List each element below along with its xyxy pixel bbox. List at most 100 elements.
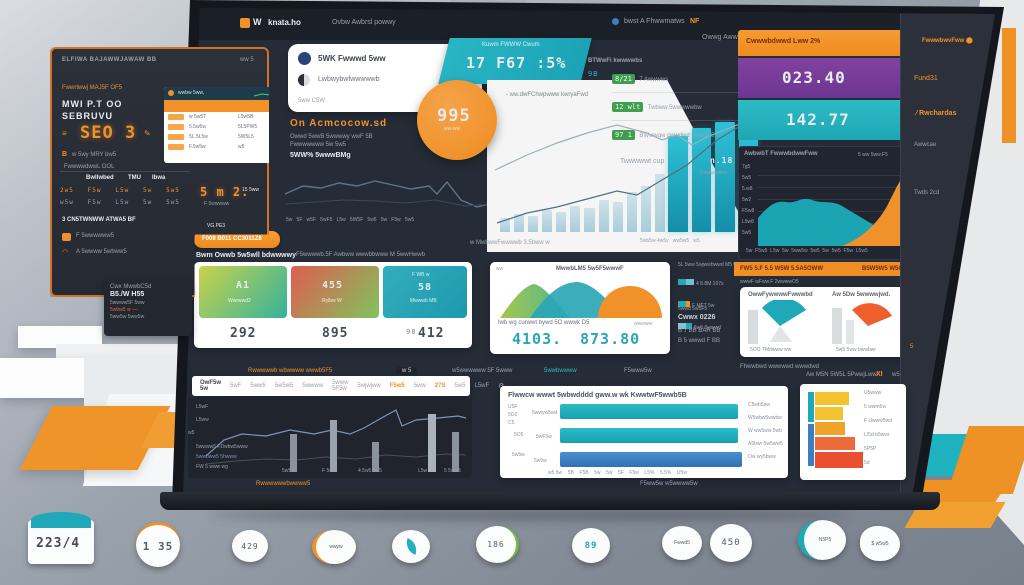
hbars-right-label: W ww5ww 5wb (748, 428, 782, 434)
hbar-label-3: 5w5w (534, 458, 547, 464)
stat-chip[interactable]: 89 (572, 528, 610, 563)
person-icon: ◠ (62, 249, 69, 256)
hbars-right-label: W5wbw5wwbw (748, 415, 782, 421)
funnel-label: 5 wwm5w (864, 404, 886, 410)
kpi-tile-1[interactable] (199, 266, 287, 318)
sidebar-item-4[interactable]: Twds 2cd (914, 190, 940, 196)
toolbar-item[interactable]: 5w5w5 (274, 383, 294, 389)
legend-row-2: B 5 wwwd F BB (678, 338, 721, 344)
right-bottom-left: Fhwwbwd wwwwwd wwwdwd (740, 364, 820, 370)
summary-sub-2: Fwwwwwww 5w 5w5 (290, 142, 347, 148)
topbar-menu[interactable]: Ovbw Awbrsl powwy (332, 19, 396, 26)
orange-strip-left: FW5 5.F 5.5 W5W 5.5A5OWW (740, 266, 824, 272)
kpi-2-bottom: 895 (322, 326, 349, 341)
strip-pill[interactable]: w 5 (396, 367, 418, 375)
purple-band (738, 58, 910, 98)
dark-chart-bar (330, 420, 337, 472)
panel-digits-caption: 15 5ww (242, 187, 259, 193)
menu-icon[interactable]: ≡ (62, 129, 67, 138)
stat-chip[interactable]: 450 (710, 524, 752, 562)
toolbar-item[interactable]: OwF5w 5w (200, 380, 222, 392)
strip-right: F5www5w (624, 368, 652, 374)
mini-header-band (164, 100, 269, 112)
chip-card-arc (31, 512, 91, 528)
chip-value: wwyw (329, 544, 343, 550)
chip-card[interactable]: 223/4 (28, 512, 94, 564)
stat-chip[interactable]: Fwwd5 (662, 526, 702, 560)
mini-sparkline (254, 91, 269, 97)
kpi-tile-2[interactable] (291, 266, 379, 318)
dark-chart-y3: w5 (188, 430, 195, 436)
mini-cell (168, 124, 184, 130)
stat-chip[interactable]: wwyw (312, 530, 356, 564)
panel-digits: 5 m 2. (200, 185, 250, 199)
right-chart-legend: 5 ww 5ww.F5 (858, 152, 888, 158)
dark-chart-n5: 5 5ww5 (444, 468, 461, 474)
funnel-label: L/5d b5wwr (864, 432, 890, 438)
dark-chart-n2: F 5w5 (322, 468, 336, 474)
wedge-note: - ww.dwFChwpwww kwryaFwd (506, 92, 589, 98)
sidebar-item-funds[interactable]: Fund31 (914, 75, 938, 82)
right-chart-y-labels: 7g5 5w5 5.w8 5w2 F5w8 L5w8 5w5 (742, 164, 755, 236)
topbar-right[interactable]: bwst A Fhwwmatws (624, 18, 685, 25)
stat-chip[interactable]: 186 (476, 526, 519, 563)
left-panel: ELFIWA BAJAWWJAWAW BB ww 5 Fwwrtwwj MAJ5… (50, 47, 269, 297)
toolbar-item[interactable]: 5wwww (302, 383, 324, 389)
toolbar-item-accent[interactable]: 27S (434, 383, 446, 389)
right-bottom-right: w5 (892, 372, 900, 378)
toolbar-item[interactable]: 5www 5F5w (332, 380, 349, 392)
hbar-teal-1 (560, 404, 738, 419)
hbars-x-labels: w5 5w 5B F5B 5w 5w 5F F5w L5% 5.5% U5w (548, 470, 687, 476)
list-item-label: BWwwgw cwwdwd 5wwbw5 (639, 133, 715, 139)
panel-item-1[interactable]: F 5wwwwww5 (76, 233, 115, 239)
primary-button[interactable] (194, 231, 280, 248)
dark-chart-n1: 5w5% (282, 468, 296, 474)
right-area-chart (758, 170, 908, 246)
stat-chip[interactable]: 429 (232, 530, 268, 562)
mini-strip-label: wwbw 5ww, (178, 90, 205, 96)
panel-item-2[interactable]: A 5wwww 5wbww5 (76, 249, 127, 255)
stat-chip-leaf[interactable] (392, 530, 430, 563)
stat-chip[interactable]: 1 35 (136, 522, 180, 567)
list-item-label: Twbww 5wwwwwbw (647, 105, 702, 111)
summary-row-1[interactable]: 5WK Fwwwd 5ww (318, 54, 386, 63)
sidebar-item-3[interactable]: Awwcae (914, 142, 937, 148)
summary-x-labels: 5w 5F w5F 5wF5 L5w 5W5F 5w5 5w F5w 5w5 (286, 217, 415, 223)
wedge-line-chart (494, 116, 758, 224)
summary-row-2[interactable]: Lwbwybwfwwwwwb (318, 76, 380, 83)
hbars-y5: 5w5w (512, 452, 525, 458)
mini-right: w5 (238, 144, 245, 150)
pencil-icon[interactable]: ✎ (144, 129, 151, 138)
mini-mid: 5.5w5w (189, 124, 206, 130)
toolbar-item[interactable]: 5wjwjww (357, 383, 381, 389)
legend-bold: Cwwx 0226 (678, 314, 716, 321)
legend-swatch (686, 279, 694, 285)
table-row: 2w5 F5w L5w 5w 5w5 (60, 187, 180, 194)
panel-digits-sub: F 5wwwww (204, 201, 230, 207)
banner-value: 17 F67 :5% (466, 54, 567, 72)
kpi-tile-3[interactable] (383, 266, 467, 318)
legend-swatch (678, 301, 686, 307)
toolbar-item[interactable]: 5ww5 (250, 383, 266, 389)
topbar-right-accent[interactable]: NF (690, 18, 700, 25)
stat-chip[interactable]: N5P5 (798, 520, 846, 560)
toolbar-item[interactable]: L5wF (474, 383, 490, 389)
mini-mid: F.5w5w (189, 144, 206, 150)
midband-sec-right: F5wwwwb.5F Awbww wwwbbwww M 5wwHwwb (296, 252, 425, 258)
list-item[interactable]: 12 wlt Twbww 5wwwwwbw (612, 96, 742, 114)
legend-swatch (686, 323, 692, 329)
list-item[interactable]: 8/21 7 Awwwws (612, 68, 742, 86)
kpi-1-value: A1 (236, 280, 251, 291)
toolbar-item[interactable]: 5wF (230, 383, 242, 389)
toolbar-item-accent[interactable]: F5w5 (389, 383, 405, 389)
list-item[interactable]: 97 1 BWwwgw cwwdwd 5wwbw5 (612, 124, 742, 142)
stat-chip[interactable]: $ w5w5 (860, 526, 900, 561)
funnel-axis-blue (808, 424, 814, 466)
mini-cell (168, 114, 184, 120)
toolbar-item[interactable]: 5w5 (454, 383, 466, 389)
toolbar-item[interactable]: 5ww (413, 383, 426, 389)
panel-header-right: ww 5 (240, 57, 254, 63)
sidebar-item-revenues[interactable]: ⁄ Rwchardas (916, 110, 957, 117)
badge: 97 1 (612, 130, 635, 140)
